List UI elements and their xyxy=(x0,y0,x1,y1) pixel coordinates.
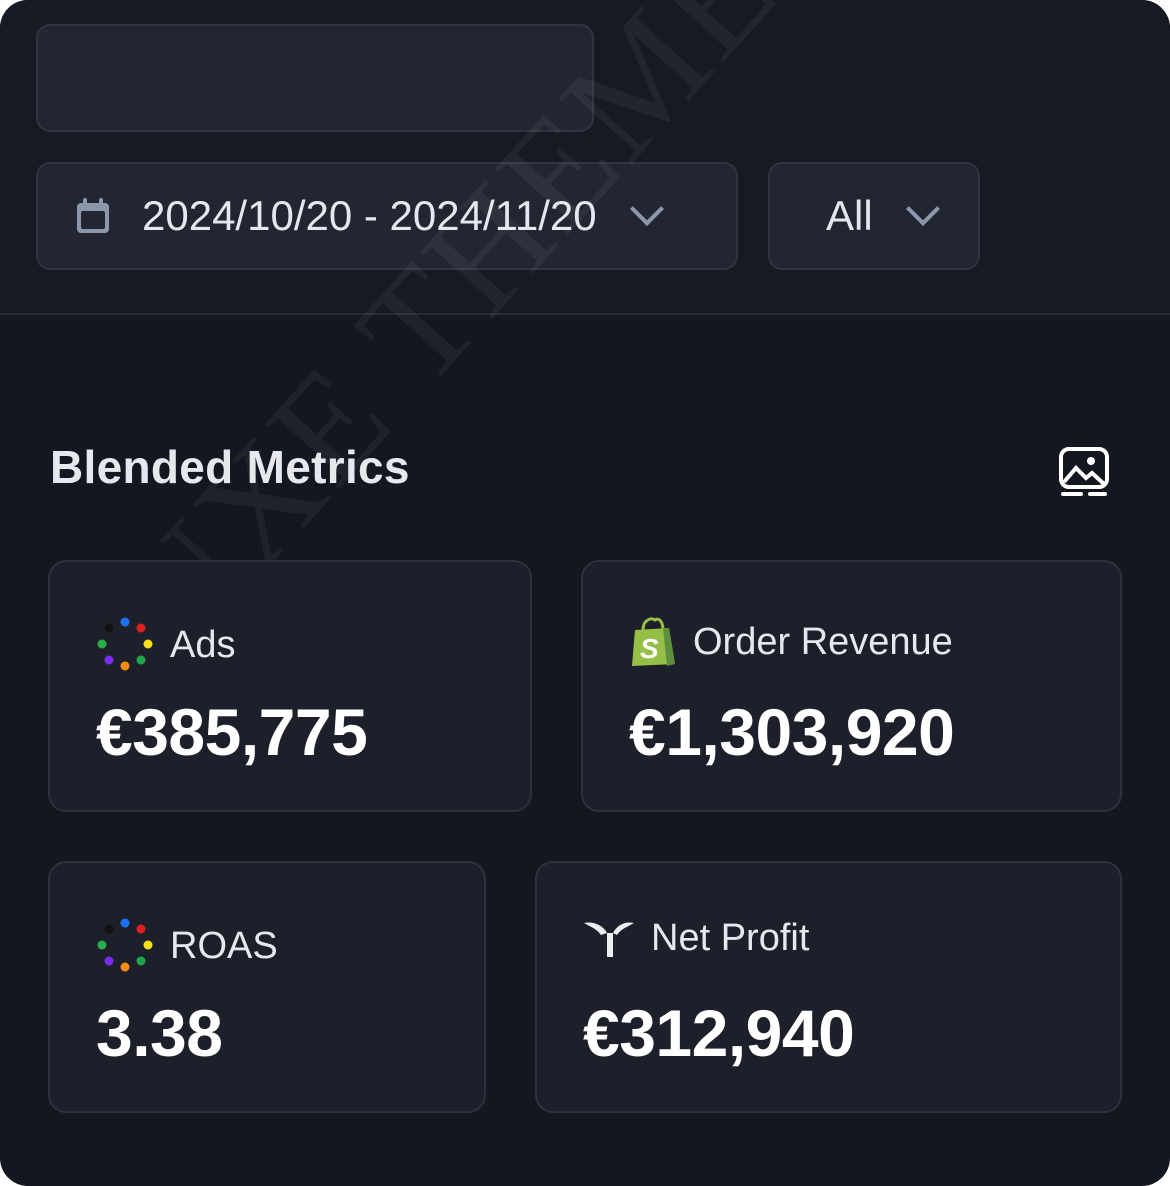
metric-value: €1,303,920 xyxy=(629,695,955,769)
empty-field[interactable] xyxy=(36,24,594,132)
svg-text:S: S xyxy=(640,633,659,664)
channel-value: All xyxy=(826,192,873,239)
date-range-picker[interactable]: 2024/10/20 - 2024/11/20 xyxy=(36,162,738,270)
calendar-icon xyxy=(77,198,109,233)
shopify-icon: S xyxy=(632,617,675,666)
metric-label: Order Revenue xyxy=(693,620,953,663)
date-range-value: 2024/10/20 - 2024/11/20 xyxy=(142,192,597,239)
image-export-icon[interactable] xyxy=(1058,446,1110,500)
section-title: Blended Metrics xyxy=(50,441,410,493)
metric-card-order-revenue: S Order Revenue €1,303,920 xyxy=(581,560,1122,812)
channel-select[interactable]: All xyxy=(768,162,980,270)
chevron-down-icon xyxy=(905,192,940,226)
filter-bar: 2024/10/20 - 2024/11/20 All xyxy=(0,0,1170,315)
triple-whale-icon xyxy=(584,921,634,957)
metric-value: €385,775 xyxy=(96,695,368,769)
multi-color-dots-icon xyxy=(97,617,153,671)
metric-label: ROAS xyxy=(170,924,278,967)
metric-label: Net Profit xyxy=(651,917,810,959)
metric-card-net-profit: Net Profit €312,940 xyxy=(535,861,1122,1113)
metric-label: Ads xyxy=(170,623,236,666)
multi-color-dots-icon xyxy=(97,918,153,972)
chevron-down-icon xyxy=(629,192,664,226)
metric-value: 3.38 xyxy=(96,996,223,1070)
metric-card-ads: Ads €385,775 xyxy=(48,560,532,812)
metric-card-roas: ROAS 3.38 xyxy=(48,861,486,1113)
metric-value: €312,940 xyxy=(583,996,855,1070)
